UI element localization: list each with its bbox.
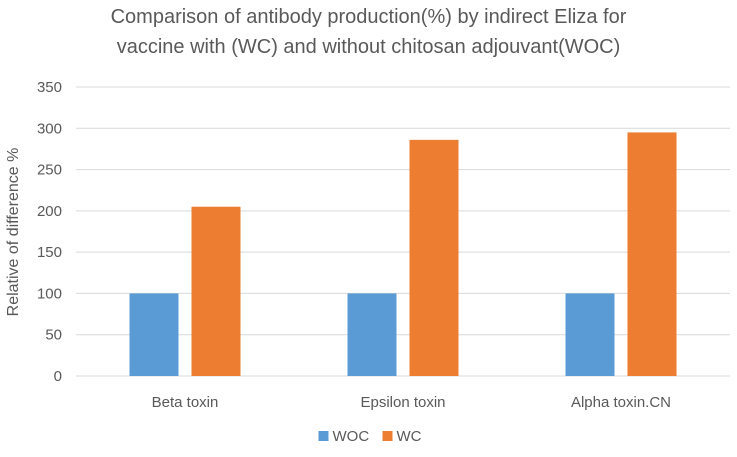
bar-woc-beta-toxin (129, 293, 179, 376)
y-tick-label: 200 (37, 203, 62, 220)
legend-swatch-wc (382, 431, 393, 441)
x-tick-label: Alpha toxin.CN (571, 394, 671, 411)
legend-label-woc: WOC (333, 428, 370, 445)
legend-swatch-woc (318, 431, 329, 441)
y-tick-label: 350 (37, 79, 62, 96)
bar-wc-beta-toxin (191, 206, 241, 376)
bar-wc-alpha-toxin-cn (627, 132, 677, 376)
legend-label-wc: WC (397, 428, 422, 445)
y-tick-label: 150 (37, 244, 62, 261)
x-tick-label: Beta toxin (152, 394, 219, 411)
y-tick-label: 0 (54, 368, 62, 385)
bar-wc-epsilon-toxin (409, 139, 459, 376)
chart-title-line-1: Comparison of antibody production(%) by … (110, 6, 627, 28)
y-tick-label: 250 (37, 162, 62, 179)
chart-title-line-2: vaccine with (WC) and without chitosan a… (116, 36, 621, 58)
bar-woc-epsilon-toxin (347, 293, 397, 376)
bar-woc-alpha-toxin-cn (565, 293, 615, 376)
y-tick-label: 300 (37, 120, 62, 137)
y-tick-label: 50 (45, 327, 62, 344)
x-tick-label: Epsilon toxin (360, 394, 445, 411)
y-tick-label: 100 (37, 285, 62, 302)
